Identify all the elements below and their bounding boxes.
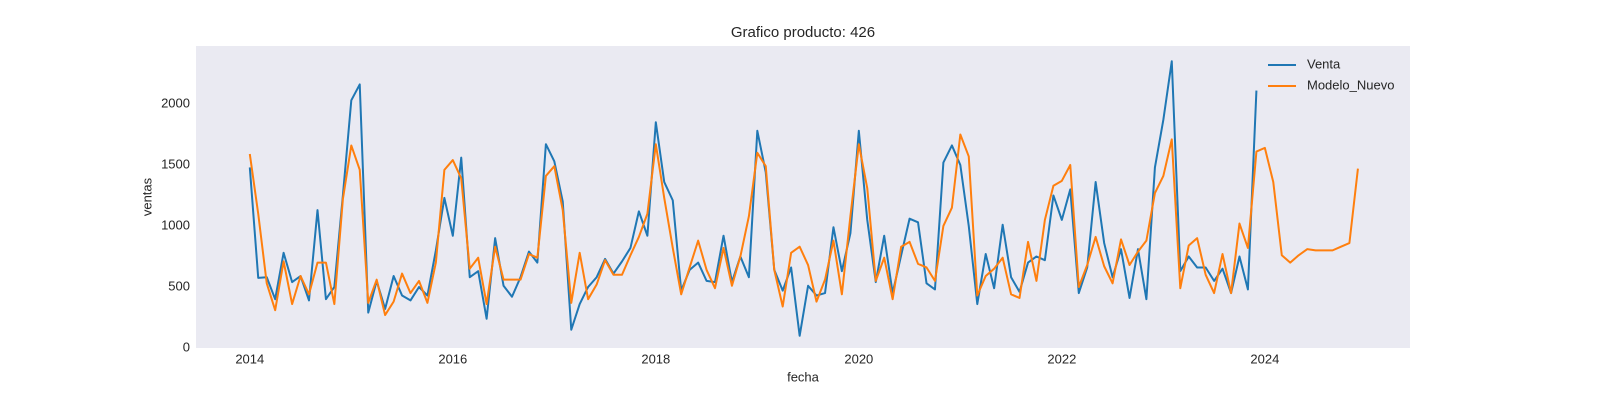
y-tick-label: 0 [183, 339, 190, 354]
x-tick-label: 2022 [1047, 351, 1076, 366]
y-tick-label: 500 [168, 278, 190, 293]
x-tick-label: 2016 [438, 351, 467, 366]
x-tick-label: 2020 [844, 351, 873, 366]
x-tick-label: 2024 [1250, 351, 1279, 366]
y-tick-label: 1500 [161, 156, 190, 171]
y-axis-label: ventas [139, 177, 154, 216]
series-line [248, 133, 1359, 317]
series-line [248, 60, 1258, 337]
legend-label: Venta [1307, 56, 1341, 71]
legend-label: Modelo_Nuevo [1307, 77, 1394, 92]
plot-area [196, 46, 1410, 348]
x-tick-label: 2014 [235, 351, 264, 366]
chart-title: Grafico producto: 426 [731, 24, 875, 41]
y-tick-label: 2000 [161, 95, 190, 110]
x-axis-label: fecha [787, 369, 820, 384]
x-tick-label: 2018 [641, 351, 670, 366]
y-tick-label: 1000 [161, 217, 190, 232]
